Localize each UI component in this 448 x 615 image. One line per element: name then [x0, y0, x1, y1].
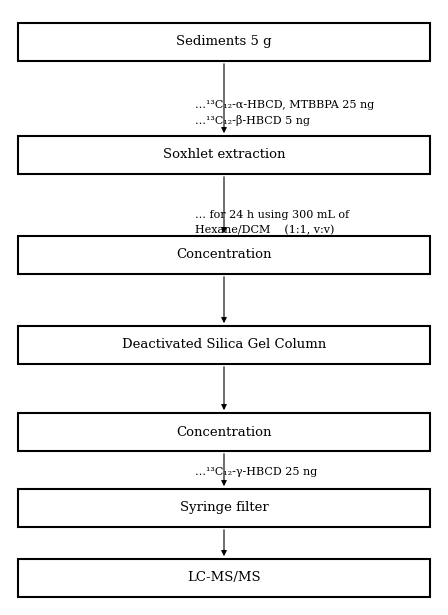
Text: Deactivated Silica Gel Column: Deactivated Silica Gel Column [122, 338, 326, 352]
Text: …¹³C₁₂-α-HBCD, MTBBPA 25 ng
…¹³C₁₂-β-HBCD 5 ng: …¹³C₁₂-α-HBCD, MTBBPA 25 ng …¹³C₁₂-β-HBC… [195, 100, 374, 127]
Bar [18, 23, 430, 61]
Bar [18, 489, 430, 527]
Text: Concentration: Concentration [176, 426, 272, 438]
Bar [18, 326, 430, 364]
Text: … for 24 h using 300 mL of
Hexane/DCM    (1:1, v:v): … for 24 h using 300 mL of Hexane/DCM (1… [195, 210, 349, 236]
Text: Sediments 5 g: Sediments 5 g [176, 36, 272, 49]
Text: Syringe filter: Syringe filter [180, 501, 268, 515]
Text: Soxhlet extraction: Soxhlet extraction [163, 148, 285, 162]
Bar [18, 236, 430, 274]
Bar [18, 413, 430, 451]
Bar [18, 559, 430, 597]
Text: Concentration: Concentration [176, 248, 272, 261]
Bar [18, 136, 430, 174]
Text: …¹³C₁₂-γ-HBCD 25 ng: …¹³C₁₂-γ-HBCD 25 ng [195, 467, 317, 477]
Text: LC-MS/MS: LC-MS/MS [187, 571, 261, 584]
